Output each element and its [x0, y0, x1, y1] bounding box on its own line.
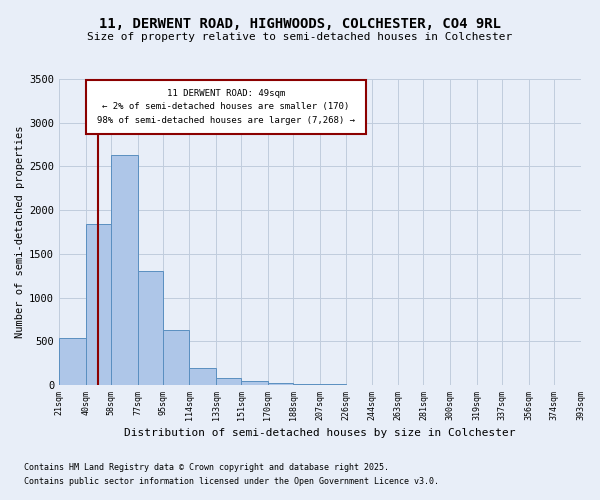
Y-axis label: Number of semi-detached properties: Number of semi-detached properties — [15, 126, 25, 338]
Bar — [137, 272, 163, 385]
Text: 11, DERWENT ROAD, HIGHWOODS, COLCHESTER, CO4 9RL: 11, DERWENT ROAD, HIGHWOODS, COLCHESTER,… — [99, 18, 501, 32]
FancyBboxPatch shape — [86, 80, 366, 134]
Bar — [163, 330, 190, 385]
Bar — [241, 381, 268, 385]
Bar — [293, 384, 320, 385]
Text: Contains public sector information licensed under the Open Government Licence v3: Contains public sector information licen… — [24, 477, 439, 486]
Bar — [268, 382, 293, 385]
Text: 11 DERWENT ROAD: 49sqm
← 2% of semi-detached houses are smaller (170)
98% of sem: 11 DERWENT ROAD: 49sqm ← 2% of semi-deta… — [97, 90, 355, 124]
Bar — [59, 338, 86, 385]
X-axis label: Distribution of semi-detached houses by size in Colchester: Distribution of semi-detached houses by … — [124, 428, 515, 438]
Bar — [320, 384, 346, 385]
Bar — [86, 224, 111, 385]
Bar — [190, 368, 216, 385]
Text: Contains HM Land Registry data © Crown copyright and database right 2025.: Contains HM Land Registry data © Crown c… — [24, 464, 389, 472]
Text: Size of property relative to semi-detached houses in Colchester: Size of property relative to semi-detach… — [88, 32, 512, 42]
Bar — [111, 155, 137, 385]
Bar — [216, 378, 241, 385]
